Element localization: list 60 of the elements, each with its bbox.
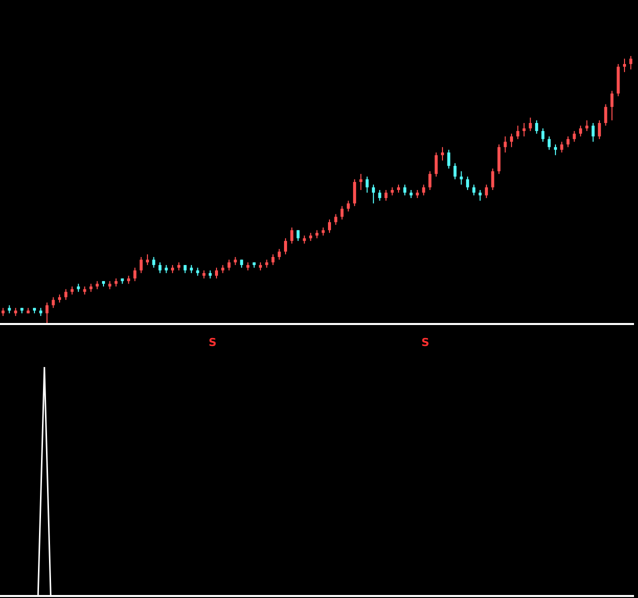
text: S <box>208 336 217 349</box>
candlestick <box>598 120 601 140</box>
candlestick <box>340 206 344 220</box>
candlestick <box>214 267 218 279</box>
candlestick <box>460 170 463 186</box>
candlestick <box>554 144 557 156</box>
candlestick <box>566 136 570 148</box>
candlestick <box>541 128 544 142</box>
candlestick <box>366 176 369 194</box>
candlestick <box>604 104 608 126</box>
candlestick <box>478 190 482 202</box>
candlestick <box>290 227 294 244</box>
candlestick <box>46 302 49 324</box>
candlestick <box>296 230 300 242</box>
candlestick <box>466 176 470 190</box>
candlestick <box>133 267 136 282</box>
candlestick <box>384 190 388 202</box>
candlestick <box>447 149 450 170</box>
candlestick <box>152 256 156 268</box>
candlestick <box>328 218 331 234</box>
candlestick <box>510 133 514 148</box>
candlestick <box>504 136 507 153</box>
candlestick <box>610 90 614 121</box>
candlestick <box>372 184 375 204</box>
candlestick <box>560 141 564 153</box>
candlestick <box>592 122 595 142</box>
candlestick <box>579 125 582 137</box>
candlestick <box>522 122 526 137</box>
candlestick <box>454 162 457 180</box>
candlestick <box>572 130 576 142</box>
candlestick <box>516 125 520 140</box>
candlestick <box>403 184 406 196</box>
candlestick <box>548 136 551 150</box>
candlestick <box>271 254 274 266</box>
candlestick <box>378 190 382 202</box>
candlestick <box>585 120 588 132</box>
candlestick <box>629 56 632 70</box>
candlestick <box>528 117 532 132</box>
candlestick <box>428 170 432 190</box>
candlestick <box>434 152 438 178</box>
candlestick <box>359 173 362 190</box>
candlestick <box>422 184 426 196</box>
candlestick <box>440 146 444 162</box>
candlestick <box>228 259 231 271</box>
candlestick <box>158 262 162 274</box>
candlestick <box>64 288 68 300</box>
candlestick <box>284 238 288 255</box>
candlestick <box>484 184 488 199</box>
candlestick <box>491 168 494 190</box>
candlestick <box>535 120 538 134</box>
candlestick <box>146 254 149 266</box>
candlestick <box>346 200 350 212</box>
candlestick <box>623 58 626 73</box>
candlestick <box>334 214 338 226</box>
candlestick <box>52 296 55 308</box>
candlestick <box>353 178 356 207</box>
candlestick <box>472 184 476 196</box>
candlestick <box>140 256 143 274</box>
candlestick <box>278 248 281 260</box>
text: S <box>421 336 430 349</box>
